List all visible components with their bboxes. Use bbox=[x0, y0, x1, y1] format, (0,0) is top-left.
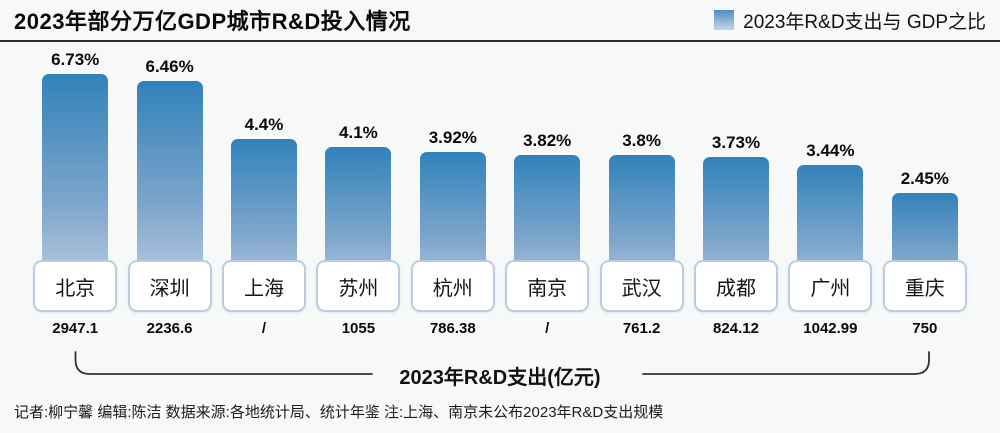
x-axis-label: 2023年R&D支出(亿元) bbox=[399, 367, 601, 389]
city-label: 深圳 bbox=[149, 277, 190, 300]
city-label: 苏州 bbox=[338, 277, 379, 300]
city-box: 杭州 bbox=[410, 260, 495, 312]
chart-column-南京: 3.82% 南京 / bbox=[500, 42, 594, 342]
bar-percent-label: 3.82% bbox=[523, 130, 572, 150]
legend-swatch-icon bbox=[714, 10, 735, 30]
bar-percent-label: 3.44% bbox=[806, 140, 855, 160]
bar-percent-label: 4.1% bbox=[339, 122, 378, 142]
bar-percent-label: 6.73% bbox=[51, 49, 100, 69]
city-label: 南京 bbox=[527, 277, 568, 300]
chart-column-苏州: 4.1% 苏州 1055 bbox=[311, 42, 405, 342]
bar-percent-label: 3.73% bbox=[711, 132, 761, 152]
city-box: 深圳 bbox=[127, 260, 212, 312]
city-label: 上海 bbox=[244, 277, 284, 300]
chart-column-北京: 6.73% 北京 2947.1 bbox=[28, 42, 122, 342]
city-label: 成都 bbox=[716, 277, 756, 300]
bar-percent-label: 6.46% bbox=[145, 56, 194, 76]
city-label: 广州 bbox=[810, 277, 851, 300]
legend-label: 2023年R&D支出与 GDP之比 bbox=[743, 11, 986, 33]
chart-column-杭州: 3.92% 杭州 786.38 bbox=[406, 42, 500, 342]
rd-expenditure-value: 786.38 bbox=[429, 320, 476, 337]
bar-percent-label: 4.4% bbox=[244, 114, 284, 134]
rd-expenditure-value: / bbox=[545, 320, 550, 337]
chart-column-成都: 3.73% 成都 824.12 bbox=[689, 42, 783, 342]
header: 2023年部分万亿GDP城市R&D投入情况 2023年R&D支出与 GDP之比 bbox=[0, 0, 1000, 40]
chart-column-重庆: 2.45% 重庆 750 bbox=[878, 42, 972, 342]
city-box: 北京 bbox=[33, 260, 118, 312]
city-box: 成都 bbox=[694, 260, 778, 312]
rd-expenditure-value: 750 bbox=[912, 320, 938, 337]
x-axis-bracket bbox=[74, 351, 930, 375]
city-box: 武汉 bbox=[599, 260, 684, 312]
title-divider bbox=[0, 40, 1000, 42]
city-label: 北京 bbox=[55, 277, 96, 300]
city-box: 广州 bbox=[788, 260, 873, 312]
bar-chart: 6.73% 北京 2947.1 6.46% 深圳 2236.6 4.4% 上海 / 4.1% 苏州 1… bbox=[0, 42, 1000, 342]
footer-credits: 记者:柳宁馨 编辑:陈洁 数据来源:各地统计局、统计年鉴 注:上海、南京未公布2… bbox=[14, 404, 664, 421]
city-label: 杭州 bbox=[432, 277, 473, 300]
legend: 2023年R&D支出与 GDP之比 bbox=[714, 7, 986, 34]
rd-expenditure-value: 761.2 bbox=[622, 320, 661, 337]
chart-column-广州: 3.44% 广州 1042.99 bbox=[783, 42, 877, 342]
city-box: 苏州 bbox=[316, 260, 401, 312]
bar-percent-label: 3.8% bbox=[622, 130, 661, 150]
city-label: 重庆 bbox=[904, 277, 945, 300]
chart-column-深圳: 6.46% 深圳 2236.6 bbox=[123, 42, 217, 342]
rd-expenditure-value: / bbox=[261, 320, 267, 337]
rd-expenditure-value: 2947.1 bbox=[52, 320, 99, 337]
rd-expenditure-value: 1055 bbox=[341, 320, 376, 337]
city-box: 重庆 bbox=[882, 260, 967, 312]
rd-expenditure-value: 824.12 bbox=[713, 320, 759, 337]
rd-expenditure-value: 2236.6 bbox=[146, 320, 193, 337]
rd-expenditure-value: 1042.99 bbox=[803, 320, 858, 337]
chart-column-武汉: 3.8% 武汉 761.2 bbox=[595, 42, 689, 342]
city-label: 武汉 bbox=[621, 277, 662, 300]
city-box: 南京 bbox=[505, 260, 590, 312]
chart-column-上海: 4.4% 上海 / bbox=[217, 42, 311, 342]
page-title: 2023年部分万亿GDP城市R&D投入情况 bbox=[14, 9, 411, 34]
city-box: 上海 bbox=[222, 260, 306, 312]
bar-percent-label: 3.92% bbox=[428, 127, 477, 147]
bar-percent-label: 2.45% bbox=[900, 168, 949, 188]
